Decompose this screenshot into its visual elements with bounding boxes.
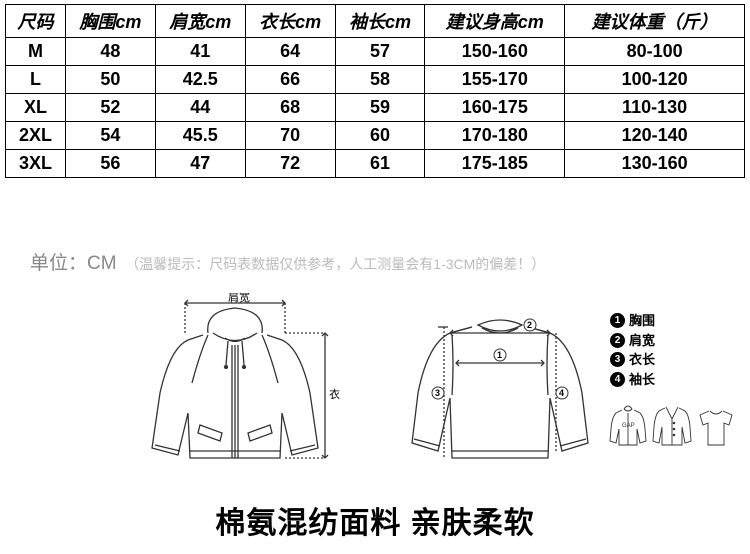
- table-row: XL52446859160-175110-130: [6, 94, 745, 122]
- table-cell: 64: [245, 38, 335, 66]
- marker-1: 1: [497, 350, 502, 360]
- table-cell: 80-100: [565, 38, 745, 66]
- table-cell: 150-160: [425, 38, 565, 66]
- table-row: 2XL5445.57060170-180120-140: [6, 122, 745, 150]
- size-chart-table: 尺码胸围cm肩宽cm衣长cm袖长cm建议身高cm建议体重（斤） M4841645…: [5, 4, 745, 178]
- table-cell: 3XL: [6, 150, 66, 178]
- legend-text: 袖长: [629, 370, 655, 390]
- marker-3: 3: [435, 388, 440, 398]
- legend-num: 1: [610, 313, 625, 328]
- table-cell: 56: [65, 150, 155, 178]
- mini-cardigan-icon: [652, 401, 692, 449]
- table-cell: 61: [335, 150, 425, 178]
- legend-text: 肩宽: [629, 331, 655, 351]
- col-header: 建议体重（斤）: [565, 5, 745, 38]
- col-header: 尺码: [6, 5, 66, 38]
- table-cell: 44: [155, 94, 245, 122]
- table-row: M48416457150-16080-100: [6, 38, 745, 66]
- marker-2: 2: [527, 320, 532, 330]
- table-cell: 66: [245, 66, 335, 94]
- length-label: 衣长: [329, 387, 340, 401]
- table-cell: XL: [6, 94, 66, 122]
- col-header: 建议身高cm: [425, 5, 565, 38]
- unit-note: 单位：CM （温馨提示：尺码表数据仅供参考，人工测量会有1-3CM的偏差！）: [30, 248, 750, 275]
- col-header: 胸围cm: [65, 5, 155, 38]
- legend-text: 衣长: [629, 350, 655, 370]
- mini-hoodie-icon: GAP: [608, 401, 648, 449]
- table-cell: 72: [245, 150, 335, 178]
- unit-label: 单位：CM: [30, 253, 117, 274]
- table-cell: 170-180: [425, 122, 565, 150]
- shoulder-label: 肩宽: [228, 293, 250, 304]
- unit-hint: （温馨提示：尺码表数据仅供参考，人工测量会有1-3CM的偏差！）: [125, 256, 545, 272]
- table-row: 3XL56477261175-185130-160: [6, 150, 745, 178]
- table-cell: 48: [65, 38, 155, 66]
- legend-num: 2: [610, 333, 625, 348]
- table-cell: 58: [335, 66, 425, 94]
- col-header: 肩宽cm: [155, 5, 245, 38]
- table-cell: L: [6, 66, 66, 94]
- col-header: 衣长cm: [245, 5, 335, 38]
- table-cell: 155-170: [425, 66, 565, 94]
- table-cell: 175-185: [425, 150, 565, 178]
- table-cell: 60: [335, 122, 425, 150]
- table-cell: 41: [155, 38, 245, 66]
- table-cell: 50: [65, 66, 155, 94]
- table-cell: 100-120: [565, 66, 745, 94]
- col-header: 袖长cm: [335, 5, 425, 38]
- legend-item: 4 袖长: [610, 370, 655, 390]
- mini-garment-icons: GAP: [608, 401, 736, 449]
- table-cell: 42.5: [155, 66, 245, 94]
- table-cell: 2XL: [6, 122, 66, 150]
- hoodie-diagram: 肩宽 衣长: [130, 293, 340, 488]
- fabric-title: 棉氨混纺面料 亲肤柔软: [0, 498, 750, 542]
- legend-text: 胸围: [629, 311, 655, 331]
- table-cell: 120-140: [565, 122, 745, 150]
- legend-item: 1 胸围: [610, 311, 655, 331]
- table-cell: 130-160: [565, 150, 745, 178]
- legend-num: 4: [610, 372, 625, 387]
- table-cell: 54: [65, 122, 155, 150]
- table-cell: 52: [65, 94, 155, 122]
- svg-text:GAP: GAP: [622, 423, 635, 429]
- table-cell: 160-175: [425, 94, 565, 122]
- crewneck-diagram: 1 2 3 4: [400, 303, 600, 478]
- measurement-legend: 1 胸围 2 肩宽 3 衣长 4 袖长: [610, 311, 655, 389]
- table-cell: 57: [335, 38, 425, 66]
- table-row: L5042.56658155-170100-120: [6, 66, 745, 94]
- table-cell: 68: [245, 94, 335, 122]
- table-cell: 45.5: [155, 122, 245, 150]
- legend-item: 2 肩宽: [610, 331, 655, 351]
- mini-tshirt-icon: [696, 405, 736, 449]
- table-cell: 110-130: [565, 94, 745, 122]
- legend-num: 3: [610, 352, 625, 367]
- table-cell: 59: [335, 94, 425, 122]
- legend-item: 3 衣长: [610, 350, 655, 370]
- table-cell: M: [6, 38, 66, 66]
- marker-4: 4: [559, 388, 564, 398]
- table-cell: 47: [155, 150, 245, 178]
- table-cell: 70: [245, 122, 335, 150]
- garment-diagrams: 肩宽 衣长: [0, 293, 750, 493]
